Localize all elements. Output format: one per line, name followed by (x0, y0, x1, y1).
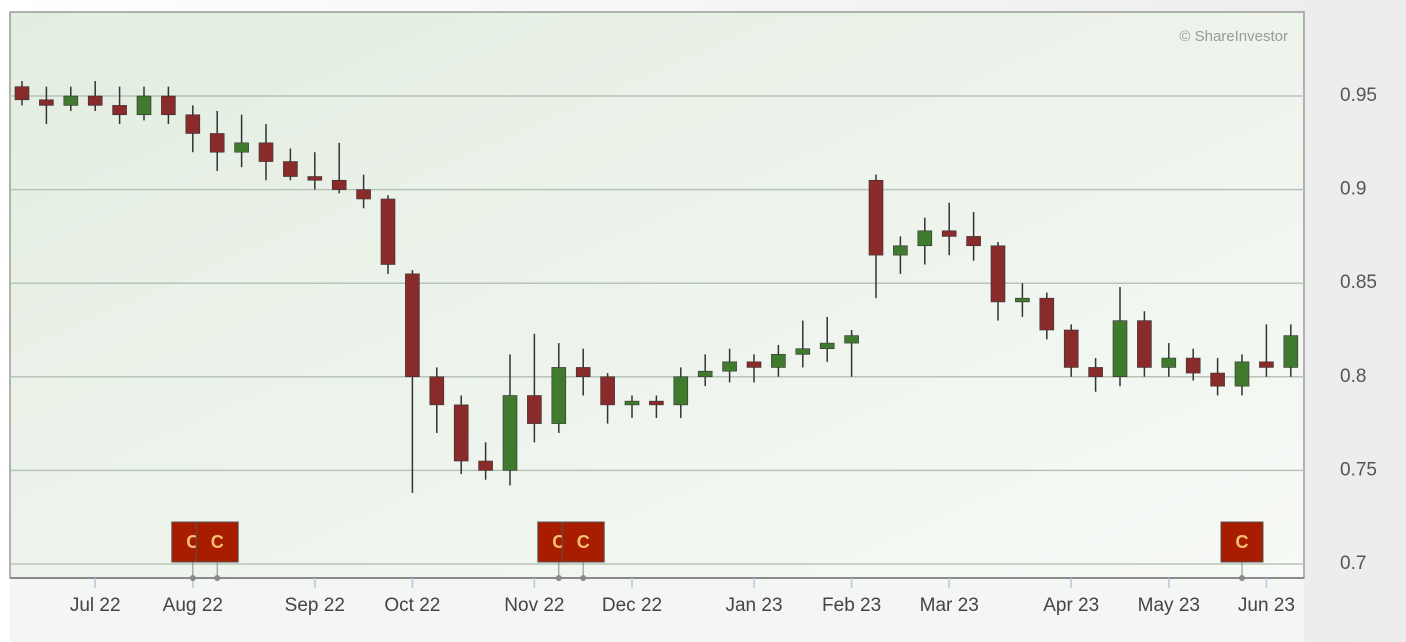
candle-body (331, 179, 347, 190)
x-tick-label: Feb 23 (822, 595, 881, 616)
candle-body (868, 179, 884, 256)
candle-body (1063, 329, 1079, 368)
candle-body (624, 400, 640, 406)
y-tick-label: 0.9 (1340, 179, 1366, 200)
candle-body (307, 176, 323, 181)
x-tick-label: Jun 23 (1238, 595, 1295, 616)
event-pin-head (214, 575, 221, 581)
candle-body (575, 367, 591, 378)
candle-body (502, 395, 518, 471)
candle-body (1015, 297, 1030, 303)
x-tick-label: Jul 22 (70, 595, 121, 616)
candle-body (819, 342, 835, 350)
candle-body (429, 376, 445, 406)
candle-body (697, 370, 713, 378)
candle-body (893, 245, 908, 256)
y-tick-label: 0.75 (1340, 459, 1377, 480)
candle-body (1234, 361, 1250, 387)
candle-body (161, 95, 176, 116)
watermark: © ShareInvestor (1179, 28, 1288, 45)
x-tick-label: Dec 22 (602, 595, 662, 616)
candle-body (941, 230, 957, 237)
candle-body (990, 245, 1006, 303)
candle-body (551, 367, 567, 424)
x-tick-label: Jan 23 (725, 595, 782, 616)
candle-body (1210, 372, 1225, 387)
candle-body (1259, 361, 1274, 368)
candle-body (966, 236, 981, 247)
candle-body (63, 95, 79, 106)
candle-body (136, 95, 152, 116)
candle-body (185, 114, 201, 134)
candle-body (917, 230, 933, 247)
candle-body (795, 348, 811, 355)
candle-body (356, 189, 371, 200)
x-tick-label: Mar 23 (920, 595, 979, 616)
candle-body (1039, 297, 1055, 331)
candle-body (234, 142, 249, 153)
candle-body (1185, 357, 1201, 374)
event-flag[interactable] (561, 521, 605, 563)
x-tick-label: Oct 22 (384, 595, 440, 616)
candle-body (649, 400, 664, 406)
event-label: C (211, 532, 224, 552)
candle-body (600, 376, 615, 406)
event-flag[interactable] (1220, 521, 1264, 563)
x-tick-label: Apr 23 (1043, 595, 1099, 616)
candle-body (1088, 367, 1103, 378)
candle-body (527, 395, 542, 424)
candle-body (746, 361, 762, 368)
candle-body (87, 95, 103, 106)
x-tick-label: May 23 (1138, 595, 1200, 616)
event-pin-head (1239, 575, 1245, 581)
event-pin-head (189, 575, 196, 581)
y-tick-label: 0.95 (1340, 85, 1377, 106)
event-label: C (577, 532, 590, 552)
candle-body (673, 376, 689, 406)
candle-body (112, 105, 127, 116)
candle-body (14, 86, 30, 101)
candle-body (722, 361, 737, 372)
candle-body (478, 460, 493, 471)
candle-body (39, 99, 54, 106)
plot-area (9, 11, 1305, 579)
event-pin-head (580, 575, 587, 581)
candle-body (844, 335, 859, 344)
candle-body (283, 161, 298, 177)
x-axis-area (10, 578, 1304, 642)
y-tick-label: 0.85 (1340, 272, 1377, 293)
candle-body (258, 142, 274, 162)
event-flag[interactable] (195, 521, 239, 563)
y-tick-label: 0.8 (1340, 366, 1366, 387)
candle-body (380, 198, 396, 265)
event-label: C (1236, 532, 1249, 552)
candle-body (1283, 335, 1299, 368)
x-tick-label: Nov 22 (504, 595, 564, 616)
candle-body (1161, 357, 1177, 368)
y-tick-label: 0.7 (1340, 553, 1366, 574)
candle-body (1112, 320, 1128, 378)
x-tick-label: Sep 22 (285, 595, 345, 616)
candle-body (771, 354, 786, 368)
x-tick-label: Aug 22 (163, 595, 223, 616)
candle-body (453, 404, 469, 462)
candle-body (1137, 320, 1152, 368)
candle-body (405, 273, 420, 378)
candle-body (209, 133, 225, 153)
event-pin-head (555, 575, 562, 581)
